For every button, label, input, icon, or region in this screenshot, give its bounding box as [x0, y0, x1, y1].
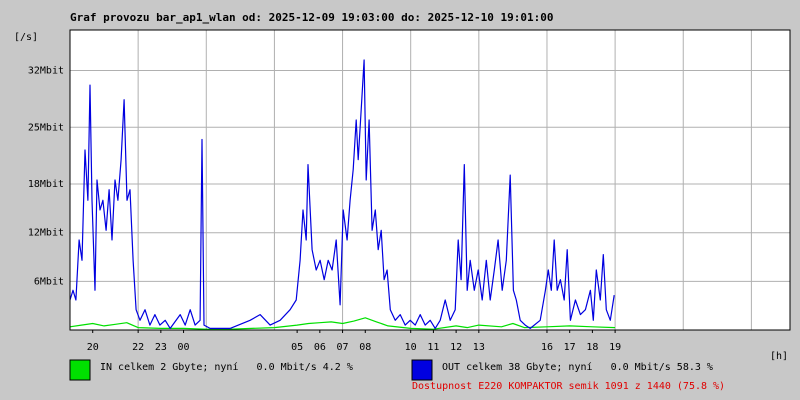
- x-tick-label: 00: [178, 342, 190, 353]
- availability-note: Dostupnost E220 KOMPAKTOR semik 1091 z 1…: [412, 381, 725, 392]
- y-tick-label: 18Mbit: [28, 179, 64, 190]
- x-tick-label: 19: [609, 342, 621, 353]
- plot-area: [70, 30, 790, 330]
- y-tick-label: 32Mbit: [28, 66, 64, 77]
- legend-label: OUT celkem 38 Gbyte; nyní 0.0 Mbit/s 58.…: [442, 361, 713, 373]
- x-tick-label: 12: [450, 342, 462, 353]
- x-tick-label: 16: [541, 342, 553, 353]
- x-tick-label: 22: [132, 342, 144, 353]
- y-tick-label: 12Mbit: [28, 228, 64, 239]
- chart-title: Graf provozu bar_ap1_wlan od: 2025-12-09…: [70, 11, 553, 24]
- x-tick-label: 05: [291, 342, 303, 353]
- x-tick-label: 07: [337, 342, 349, 353]
- x-axis-label: [h]: [770, 351, 788, 362]
- x-tick-label: 18: [586, 342, 598, 353]
- x-tick-label: 13: [473, 342, 485, 353]
- series-line: [69, 59, 615, 329]
- legend-swatch: [411, 359, 433, 381]
- legend-swatch: [69, 359, 91, 381]
- x-tick-label: 11: [427, 342, 439, 353]
- y-axis-label: [/s]: [14, 32, 38, 43]
- series-lines: [69, 59, 616, 330]
- series-line: [69, 317, 616, 330]
- x-tick-label: 06: [314, 342, 326, 353]
- legend-label: IN celkem 2 Gbyte; nyní 0.0 Mbit/s 4.2 %: [100, 361, 353, 373]
- x-tick-label: 23: [155, 342, 167, 353]
- x-tick-label: 20: [87, 342, 99, 353]
- grid: [70, 30, 790, 330]
- y-tick-label: 25Mbit: [28, 122, 64, 133]
- x-tick-label: 17: [564, 342, 576, 353]
- x-tick-label: 10: [405, 342, 417, 353]
- plot-border: [69, 29, 791, 331]
- y-tick-label: 6Mbit: [34, 276, 64, 287]
- x-tick-label: 08: [359, 342, 371, 353]
